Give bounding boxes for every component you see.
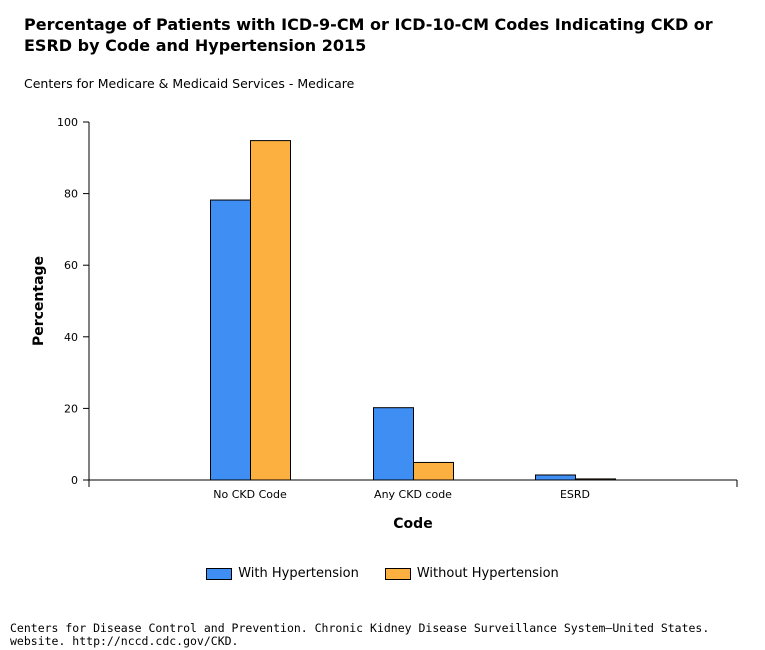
bar-with-hypertension[interactable] [535,474,576,481]
x-tick-label: No CKD Code [213,488,287,501]
y-tick-label: 20 [64,402,78,415]
legend-swatch-with-hypertension [206,567,233,580]
y-tick-label: 0 [71,474,78,487]
y-tick-label: 40 [64,331,78,344]
legend-item-with-hypertension[interactable]: With Hypertension [206,566,359,581]
chart-bars [210,140,616,481]
x-tick-label: ESRD [560,488,590,501]
legend-swatch-without-hypertension [384,567,411,580]
legend-label-without-hypertension: Without Hypertension [416,566,559,581]
y-tick-label: 60 [64,259,78,272]
chart-subtitle: Centers for Medicare & Medicaid Services… [24,76,355,91]
chart-axes: 0 20 40 60 80 100 No CKD Code Any CKD code ESRD [57,116,738,501]
y-tick-label: 80 [64,188,78,201]
source-line-2: website. http://nccd.cdc.gov/CKD. [10,634,239,648]
source-citation: Centers for Disease Control and Preventi… [10,622,750,648]
bar-without-hypertension[interactable] [575,478,616,481]
bar-with-hypertension[interactable] [210,199,251,481]
chart-title: Percentage of Patients with ICD-9-CM or … [24,15,713,55]
bar-without-hypertension[interactable] [250,140,291,481]
legend-label-with-hypertension: With Hypertension [238,566,359,581]
y-tick-label: 100 [57,116,78,129]
x-axis-title: Code [393,516,432,532]
source-line-1: Centers for Disease Control and Preventi… [10,621,710,635]
bar-with-hypertension[interactable] [373,407,414,481]
bar-without-hypertension[interactable] [413,461,454,481]
chart-legend: With Hypertension Without Hypertension [0,566,765,581]
x-tick-label: Any CKD code [374,488,452,501]
legend-item-without-hypertension[interactable]: Without Hypertension [384,566,559,581]
y-axis-title: Percentage [31,256,47,346]
